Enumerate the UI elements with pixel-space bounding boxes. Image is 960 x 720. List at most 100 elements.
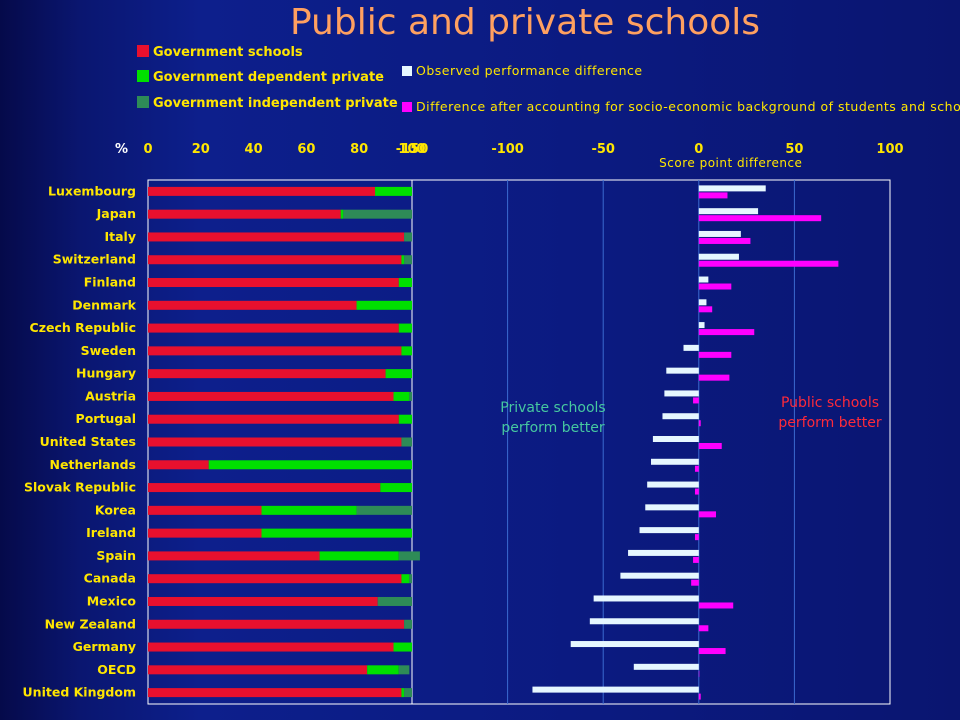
adjusted-difference-bar <box>698 351 732 358</box>
observed-difference-bar <box>664 390 699 397</box>
legend-item-government-schools: Government schools <box>137 45 303 60</box>
category-label: Slovak Republic <box>24 480 136 495</box>
stacked-bar-segment <box>148 278 399 288</box>
stacked-bar-segment <box>148 574 402 584</box>
legend-item-adjusted-difference: Difference after accounting for socio-ec… <box>402 99 960 114</box>
legend-item-government-dependent-private: Government dependent private <box>137 70 384 85</box>
observed-difference-bar <box>662 413 699 420</box>
category-label: Luxembourg <box>48 183 136 198</box>
zone-label-public: Public schools perform better <box>778 395 882 431</box>
right-tick-label: -100 <box>491 142 524 157</box>
category-label: Czech Republic <box>30 320 136 335</box>
observed-difference-bar <box>532 686 699 693</box>
stacked-bar-segment <box>401 255 405 265</box>
stacked-bar-segment <box>404 232 412 242</box>
category-label: Spain <box>96 548 136 563</box>
left-axis-label: % <box>115 142 128 157</box>
stacked-bar-segment <box>398 323 412 333</box>
adjusted-difference-bar <box>698 215 822 222</box>
adjusted-difference-bar <box>698 260 839 267</box>
category-label: Hungary <box>76 366 136 381</box>
right-tick-label: 100 <box>876 142 903 157</box>
page-title: Public and private schools <box>289 2 761 43</box>
right-axis-label: Score point difference <box>659 156 802 170</box>
right-tick-label: -150 <box>396 142 429 157</box>
legend-label: Government independent private <box>153 96 398 111</box>
stacked-bar-segment <box>148 642 394 652</box>
stacked-bar-segment <box>398 278 412 288</box>
stacked-bar-segment <box>380 483 412 493</box>
adjusted-difference-bar <box>698 670 700 677</box>
stacked-bar-segment <box>148 232 405 242</box>
category-label: Switzerland <box>53 252 136 267</box>
adjusted-difference-bar <box>698 602 734 609</box>
stacked-bar-segment <box>148 369 386 379</box>
legend-swatch <box>137 96 149 108</box>
stacked-bar-segment <box>148 460 209 470</box>
adjusted-difference-bar <box>698 374 730 381</box>
stacked-bar-segment <box>393 642 412 652</box>
stacked-bar-segment <box>261 528 412 538</box>
adjusted-difference-bar <box>698 420 701 427</box>
stacked-bar-segment <box>356 505 412 515</box>
adjusted-difference-bar <box>698 237 751 244</box>
left-tick-label: 80 <box>350 142 368 157</box>
observed-difference-bar <box>628 549 699 556</box>
category-label: United States <box>40 434 136 449</box>
right-tick-label: -50 <box>591 142 615 157</box>
stacked-bar-segment <box>148 437 402 447</box>
adjusted-difference-bar <box>694 488 699 495</box>
legend-label: Government schools <box>153 45 303 60</box>
category-label: Japan <box>96 206 136 221</box>
stacked-bar-segment <box>148 665 368 675</box>
stacked-bar-segment <box>148 619 405 629</box>
stacked-bar-segment <box>367 665 399 675</box>
observed-difference-bar <box>639 527 699 534</box>
category-label: Sweden <box>81 343 136 358</box>
adjusted-difference-bar <box>698 306 713 313</box>
stacked-bar-segment <box>148 505 262 515</box>
stacked-bar-segment <box>401 346 412 356</box>
observed-difference-bar <box>570 641 699 648</box>
category-label: New Zealand <box>45 616 136 631</box>
category-label: Italy <box>105 229 137 244</box>
stacked-bar-segment <box>261 505 357 515</box>
category-label: Netherlands <box>50 457 136 472</box>
observed-difference-bar <box>651 458 699 465</box>
adjusted-difference-bar <box>698 625 709 632</box>
left-tick-label: 40 <box>245 142 263 157</box>
adjusted-difference-bar <box>698 443 722 449</box>
legend-swatch <box>137 70 149 82</box>
category-label: Canada <box>84 571 136 586</box>
adjusted-difference-bar <box>693 556 699 563</box>
category-label: OECD <box>97 662 136 677</box>
adjusted-difference-bar <box>691 579 699 586</box>
stacked-bar-segment <box>148 483 381 493</box>
adjusted-difference-bar <box>698 693 701 700</box>
legend-item-observed-difference: Observed performance difference <box>402 63 643 78</box>
legend-label: Difference after accounting for socio-ec… <box>416 99 960 114</box>
stacked-bar-segment <box>148 688 402 698</box>
adjusted-difference-bar <box>693 397 699 404</box>
stacked-bar-segment <box>377 596 412 606</box>
stacked-bar-segment <box>409 391 412 401</box>
right-tick-label: 50 <box>785 142 803 157</box>
stacked-bar-segment <box>148 596 378 606</box>
observed-difference-bar <box>698 322 705 329</box>
adjusted-difference-bar <box>698 648 726 655</box>
observed-difference-bar <box>620 572 699 579</box>
left-tick-label: 0 <box>143 142 152 157</box>
observed-difference-bar <box>593 595 699 602</box>
observed-difference-bar <box>698 276 709 283</box>
stacked-bar-segment <box>340 209 344 219</box>
observed-difference-bar <box>683 344 699 351</box>
observed-difference-bar <box>698 185 766 192</box>
observed-difference-bar <box>698 230 741 237</box>
stacked-bar-segment <box>148 186 376 196</box>
stacked-bar-segment <box>148 551 320 561</box>
observed-difference-bar <box>666 367 699 374</box>
adjusted-difference-bar <box>698 192 728 199</box>
category-label: Denmark <box>72 297 136 312</box>
stacked-bar-segment <box>148 414 399 424</box>
